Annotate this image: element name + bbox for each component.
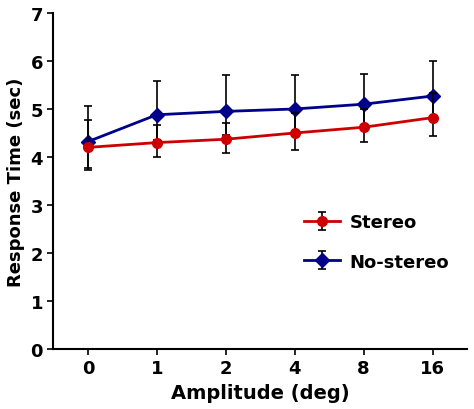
X-axis label: Amplitude (deg): Amplitude (deg) xyxy=(171,383,349,402)
Y-axis label: Response Time (sec): Response Time (sec) xyxy=(7,77,25,286)
Legend: Stereo, No-stereo: Stereo, No-stereo xyxy=(295,204,458,280)
